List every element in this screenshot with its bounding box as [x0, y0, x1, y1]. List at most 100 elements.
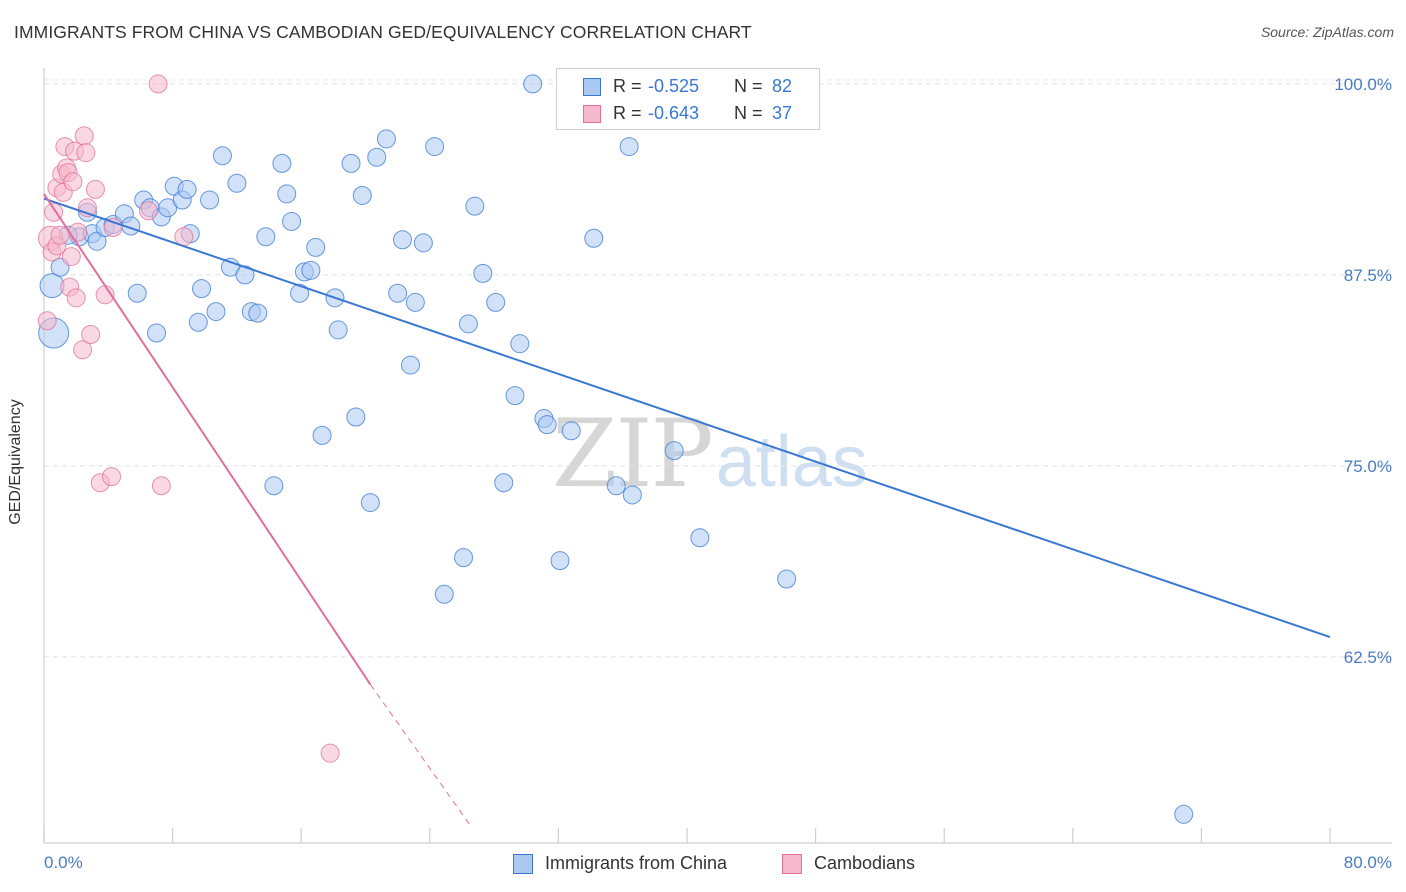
data-point-china: [227, 173, 247, 193]
data-point-china: [454, 548, 474, 568]
data-point-cambodians: [63, 172, 83, 192]
data-point-china: [277, 184, 297, 204]
data-point-china: [248, 303, 268, 323]
data-point-china: [388, 283, 408, 303]
axes: [43, 68, 1392, 844]
data-point-china: [690, 528, 710, 548]
n-label: N =: [734, 76, 763, 96]
trend-line-china: [43, 197, 1331, 639]
data-point-china: [392, 230, 412, 250]
data-point-china: [1174, 804, 1194, 824]
data-point-china: [328, 320, 348, 340]
data-point-china: [664, 441, 684, 461]
legend-swatch-cambodians: [782, 854, 802, 874]
y-tick-label: 87.5%: [1344, 266, 1392, 285]
data-point-china: [622, 485, 642, 505]
x-axis-max-label: 80.0%: [1343, 853, 1392, 872]
data-point-china: [401, 355, 421, 375]
data-point-china: [235, 265, 255, 285]
r-label: R =: [613, 103, 642, 123]
data-point-china: [192, 279, 212, 299]
data-point-china: [510, 334, 530, 354]
data-point-cambodians: [320, 743, 340, 763]
r-value: -0.525: [648, 76, 700, 96]
legend-row-cambodians: R = -0.643 N = 37: [557, 101, 819, 127]
data-point-china: [177, 179, 197, 199]
chart-title: IMMIGRANTS FROM CHINA VS CAMBODIAN GED/E…: [14, 22, 752, 42]
data-point-china: [606, 476, 626, 496]
data-point-cambodians: [102, 467, 122, 487]
y-tick-label: 62.5%: [1344, 648, 1392, 667]
n-value: 37: [772, 103, 793, 123]
legend-row-china: R = -0.525 N = 82: [557, 74, 819, 100]
data-point-cambodians: [138, 201, 158, 221]
data-point-china: [360, 493, 380, 513]
n-label: N =: [734, 103, 763, 123]
data-point-china: [127, 283, 147, 303]
r-label: R =: [613, 76, 642, 96]
legend-label: Cambodians: [814, 853, 916, 873]
data-point-china: [413, 233, 433, 253]
y-tick-labels: 62.5% 75.0% 87.5% 100.0%: [1334, 75, 1392, 667]
data-point-china: [212, 146, 232, 166]
data-point-cambodians: [61, 247, 81, 267]
trend-line-cambodians: [43, 193, 372, 685]
data-point-china: [561, 421, 581, 441]
trend-lines: [43, 193, 1331, 826]
data-point-china: [465, 196, 485, 216]
y-axis-label: GED/Equivalency: [7, 399, 24, 525]
data-point-china: [147, 323, 167, 343]
data-point-china: [188, 312, 208, 332]
data-point-china: [425, 137, 445, 157]
series-legend: Immigrants from China Cambodians: [0, 852, 1406, 878]
y-tick-label: 100.0%: [1334, 75, 1392, 94]
data-point-china: [206, 302, 226, 322]
data-point-cambodians: [37, 311, 57, 331]
correlation-legend: R = -0.525 N = 82 R = -0.643 N = 37: [556, 68, 820, 130]
data-point-china: [306, 237, 326, 257]
data-point-china: [290, 283, 310, 303]
data-point-cambodians: [85, 179, 105, 199]
data-point-cambodians: [74, 126, 94, 146]
grid-lines: [44, 79, 1392, 658]
data-point-cambodians: [66, 288, 86, 308]
data-point-cambodians: [151, 476, 171, 496]
data-point-china: [312, 425, 332, 445]
data-point-china: [537, 415, 557, 435]
data-point-cambodians: [73, 340, 93, 360]
series-cambodians: [37, 74, 340, 763]
data-point-cambodians: [148, 74, 168, 94]
data-point-china: [256, 227, 276, 247]
data-point-china: [523, 74, 543, 94]
data-point-cambodians: [81, 325, 101, 345]
data-point-cambodians: [68, 222, 88, 242]
data-point-china: [341, 153, 361, 173]
y-tick-label: 75.0%: [1344, 457, 1392, 476]
data-point-china: [301, 260, 321, 280]
data-point-china: [550, 551, 570, 571]
n-value: 82: [772, 76, 793, 96]
data-point-china: [200, 190, 220, 210]
r-value: -0.643: [648, 103, 700, 123]
data-point-china: [405, 292, 425, 312]
legend-swatch-china: [583, 78, 601, 96]
legend-swatch-cambodians: [583, 105, 601, 123]
data-point-china: [584, 228, 604, 248]
legend-label: Immigrants from China: [545, 853, 728, 873]
data-point-china: [777, 569, 797, 589]
trend-line-cambodians-extrapolated: [369, 684, 471, 826]
source-label: Source: ZipAtlas.com: [1260, 24, 1394, 40]
data-point-china: [458, 314, 478, 334]
data-point-china: [352, 185, 372, 205]
data-point-china: [486, 292, 506, 312]
data-point-china: [473, 263, 493, 283]
data-point-china: [264, 476, 284, 496]
legend-swatch-china: [513, 854, 533, 874]
data-point-china: [272, 153, 292, 173]
data-point-china: [434, 584, 454, 604]
data-point-cambodians: [76, 143, 96, 163]
data-point-china: [505, 386, 525, 406]
data-point-china: [282, 211, 302, 231]
data-point-china: [367, 147, 387, 167]
